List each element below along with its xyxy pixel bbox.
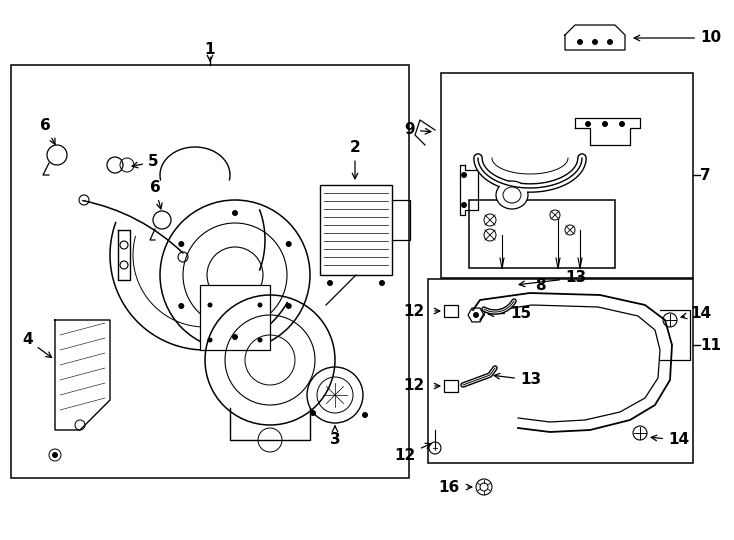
- Bar: [320, 185, 392, 275]
- Circle shape: [577, 39, 583, 45]
- Bar: [444, 305, 458, 317]
- Bar: [200, 285, 270, 350]
- Circle shape: [362, 412, 368, 418]
- Circle shape: [619, 121, 625, 127]
- Text: 10: 10: [634, 30, 721, 45]
- Text: 12: 12: [404, 303, 425, 319]
- Circle shape: [327, 280, 333, 286]
- Circle shape: [461, 202, 467, 208]
- Circle shape: [379, 280, 385, 286]
- Circle shape: [208, 338, 213, 342]
- Text: 7: 7: [700, 167, 711, 183]
- Circle shape: [232, 210, 238, 216]
- Text: 1: 1: [205, 43, 215, 57]
- Bar: [441, 73, 693, 278]
- Text: 4: 4: [22, 333, 51, 357]
- Ellipse shape: [503, 187, 521, 203]
- Circle shape: [473, 312, 479, 318]
- Text: 6: 6: [40, 118, 55, 144]
- Text: 14: 14: [681, 306, 711, 321]
- Circle shape: [592, 39, 598, 45]
- Bar: [11, 65, 409, 478]
- Text: 13: 13: [519, 271, 586, 287]
- Circle shape: [607, 39, 613, 45]
- Ellipse shape: [496, 181, 528, 209]
- Circle shape: [52, 452, 58, 458]
- Circle shape: [286, 303, 291, 309]
- Circle shape: [310, 410, 316, 416]
- Circle shape: [461, 172, 467, 178]
- Bar: [444, 380, 458, 392]
- Bar: [428, 279, 693, 463]
- Circle shape: [602, 121, 608, 127]
- Text: 6: 6: [150, 180, 162, 209]
- Text: 16: 16: [439, 480, 460, 495]
- Text: 3: 3: [330, 426, 341, 447]
- Text: 12: 12: [404, 379, 425, 394]
- Circle shape: [178, 241, 184, 247]
- Circle shape: [585, 121, 591, 127]
- Text: 13: 13: [494, 373, 541, 388]
- Text: 2: 2: [349, 140, 360, 179]
- Text: 8: 8: [534, 278, 545, 293]
- Text: 5: 5: [132, 154, 159, 170]
- Circle shape: [178, 303, 184, 309]
- Circle shape: [232, 334, 238, 340]
- Text: 14: 14: [651, 433, 689, 448]
- Circle shape: [258, 338, 263, 342]
- Text: 9: 9: [404, 123, 431, 138]
- Bar: [469, 200, 615, 268]
- Text: 15: 15: [488, 306, 531, 321]
- Circle shape: [258, 302, 263, 307]
- Circle shape: [208, 302, 213, 307]
- Text: 11: 11: [700, 338, 721, 353]
- Text: 12: 12: [395, 443, 431, 462]
- Circle shape: [286, 241, 291, 247]
